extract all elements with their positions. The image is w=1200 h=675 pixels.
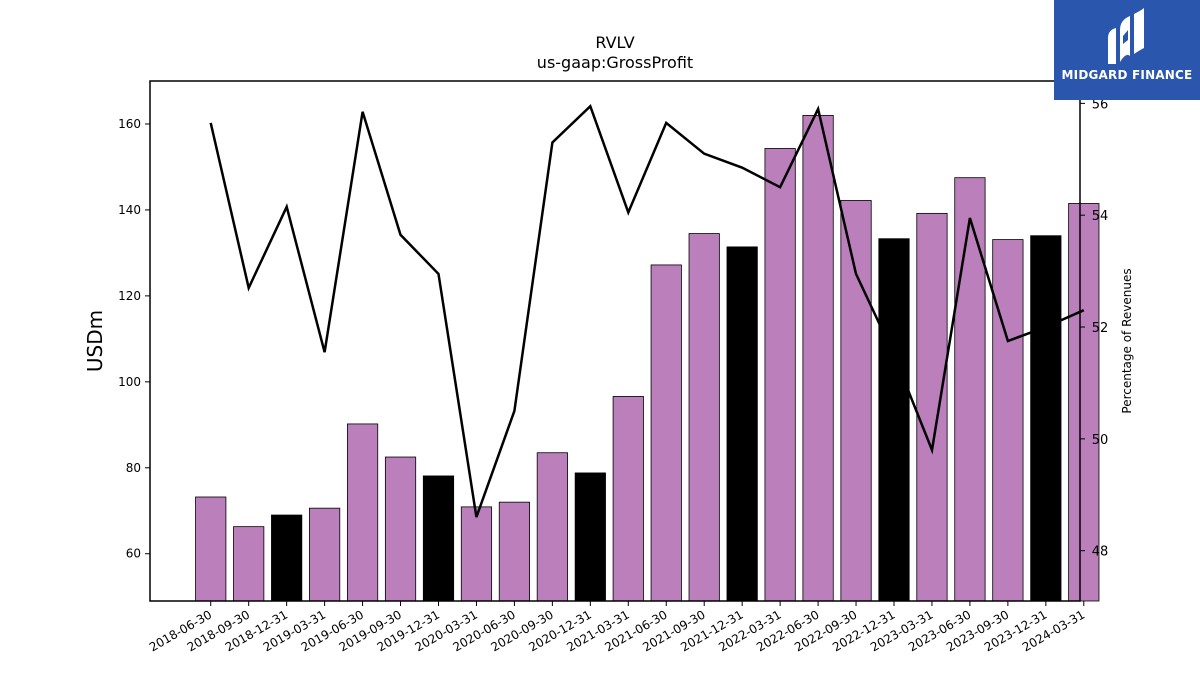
y-tick-label-left: 140	[118, 203, 141, 217]
bar	[1030, 235, 1062, 602]
bar	[802, 114, 834, 602]
y-tick-label-right: 48	[1092, 545, 1109, 560]
plot-frame	[149, 80, 1081, 602]
bar	[878, 238, 910, 602]
bar	[688, 233, 720, 602]
bar	[1068, 203, 1100, 602]
bar	[309, 507, 341, 602]
bar	[726, 246, 758, 602]
logo-text: MIDGARD FINANCE	[1061, 68, 1193, 82]
y-tick-label-left: 160	[118, 117, 141, 131]
y-axis-label-right: Percentage of Revenues	[1120, 268, 1134, 413]
y-tick-label-left: 100	[118, 375, 141, 389]
bar	[422, 475, 455, 602]
bar	[574, 472, 606, 602]
bar	[536, 452, 568, 602]
bar	[460, 506, 493, 602]
y-tick-label-right: 54	[1092, 209, 1109, 224]
bar	[346, 423, 379, 602]
y-tick-label-left: 120	[118, 289, 141, 303]
chart-title: RVLV	[595, 33, 634, 52]
y-tick-label-left: 60	[126, 547, 141, 561]
y-tick-label-right: 52	[1092, 321, 1109, 336]
y-tick-label-left: 80	[126, 461, 141, 475]
bar	[612, 396, 644, 602]
bar	[498, 501, 530, 602]
bar	[650, 264, 682, 602]
brand-logo: MIDGARD FINANCE	[1054, 0, 1200, 100]
y-tick-label-right: 50	[1092, 433, 1109, 448]
bar	[233, 526, 265, 602]
line-path	[209, 103, 1085, 518]
bar-series	[195, 114, 1100, 602]
bar	[195, 496, 227, 602]
line-series	[209, 103, 1085, 518]
bar	[271, 514, 303, 602]
bar	[840, 200, 872, 602]
bar	[916, 212, 948, 602]
y-tick-label-right: 56	[1092, 97, 1109, 112]
bar	[992, 239, 1024, 602]
midgard-logo-icon	[1108, 8, 1144, 64]
bar	[384, 456, 417, 602]
bar	[764, 148, 796, 602]
y-axis-label-left: USDm	[83, 310, 107, 372]
bar	[954, 177, 986, 602]
chart-subtitle: us-gaap:GrossProfit	[537, 53, 693, 72]
